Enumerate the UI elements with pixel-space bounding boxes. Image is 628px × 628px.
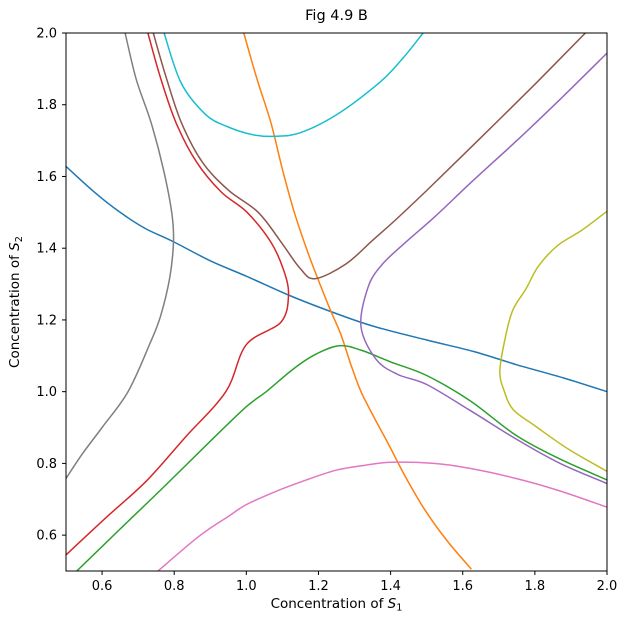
x-axis-label: Concentration of S1	[66, 596, 607, 614]
x-tick-label: 1.8	[525, 579, 546, 594]
y-tick-label: 1.2	[36, 313, 57, 328]
x-tick-label: 1.2	[308, 579, 329, 594]
trajectory-brown-line	[152, 33, 587, 280]
trajectory-purple-line	[360, 52, 607, 485]
chart-title: Fig 4.9 B	[305, 8, 368, 24]
y-tick-label: 1.0	[36, 385, 57, 400]
y-tick-label: 2.0	[36, 27, 57, 42]
x-tick-label: 1.6	[452, 579, 473, 594]
x-axis-label-text: Concentration of	[270, 596, 388, 612]
trajectory-pink-line	[157, 461, 607, 571]
trajectory-green-line	[76, 344, 607, 571]
trajectory-olive-line	[499, 210, 607, 473]
y-tick-label: 1.8	[36, 98, 57, 113]
x-axis-label-symbol: S	[387, 596, 397, 612]
plot-area	[66, 33, 607, 571]
x-tick-label: 0.8	[164, 579, 185, 594]
y-axis-label-text: Concentration of	[7, 250, 24, 368]
trajectory-orange-line	[243, 33, 472, 570]
x-tick-label: 1.4	[380, 579, 401, 594]
y-axis-label: Concentration of S2	[7, 236, 25, 368]
x-axis-label-subscript: 1	[396, 602, 403, 614]
x-tick-label: 0.6	[92, 579, 113, 594]
y-tick-label: 0.8	[36, 457, 57, 472]
trajectory-cyan-line	[163, 33, 424, 138]
y-tick-label: 1.4	[36, 242, 57, 257]
trajectory-blue-line	[66, 165, 607, 393]
axes-spines	[65, 32, 608, 572]
y-axis-label-subscript: 2	[13, 236, 25, 243]
y-axis-label-symbol: S	[7, 242, 24, 251]
x-tick-label: 2.0	[597, 579, 618, 594]
trajectory-red-line	[66, 33, 290, 556]
trajectory-gray-line	[66, 33, 175, 480]
x-tick-label: 1.0	[236, 579, 257, 594]
y-tick-label: 0.6	[36, 529, 57, 544]
y-tick-label: 1.6	[36, 170, 57, 185]
